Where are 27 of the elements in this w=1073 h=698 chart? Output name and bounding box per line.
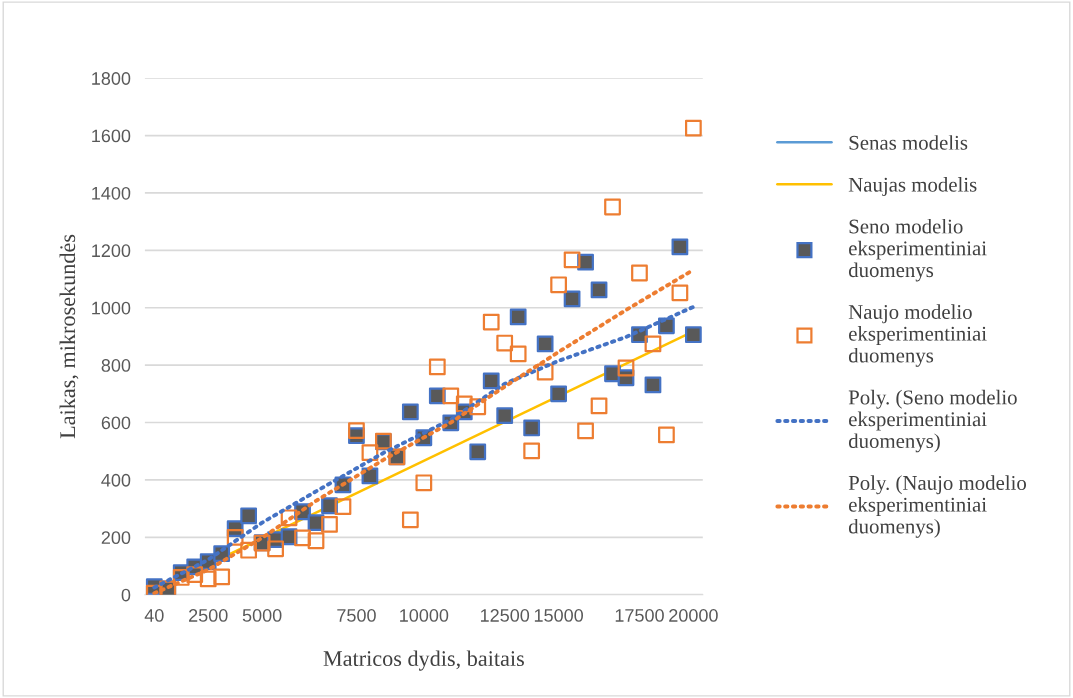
y-tick-label: 0 — [121, 588, 131, 602]
legend-label: Poly. (Seno modelio eksperimentiniai duomenys) — [848, 389, 1017, 453]
x-tick-label: 12500 — [480, 609, 530, 622]
x-tick-label: 40 — [144, 609, 164, 622]
y-tick-label: 400 — [101, 473, 131, 487]
y-tick-label: 800 — [101, 359, 131, 372]
y-tick-label: 200 — [101, 531, 131, 545]
y-tick-label: 1000 — [92, 301, 131, 315]
y-tick-label: 600 — [101, 416, 131, 430]
x-tick-label: 5000 — [242, 609, 282, 622]
legend-label: Seno modelio eksperimentiniai duomenys — [848, 218, 987, 282]
x-tick-label: 20000 — [669, 609, 718, 622]
y-tick-label: 1200 — [92, 244, 131, 258]
x-tick-label: 17500 — [615, 609, 664, 622]
x-tick-label: 15000 — [534, 609, 584, 622]
legend-label: Naujo modelio eksperimentiniai duomenys — [848, 304, 987, 367]
x-axis-title: Matricos dydis, baitais — [323, 650, 524, 671]
legend-label: Poly. (Naujo modelio eksperimentiniai duomenys) — [848, 475, 1027, 538]
x-tick-label: 10000 — [400, 609, 449, 622]
legend-label: Naujas modelis — [848, 177, 977, 196]
y-axis-title: Laikas, mikrosekundės — [59, 234, 79, 439]
legend-label: Senas modelis — [849, 135, 968, 150]
x-tick-label: 2500 — [189, 609, 228, 622]
y-tick-label: 1800 — [92, 72, 131, 85]
y-tick-label: 1400 — [92, 186, 131, 200]
y-tick-label: 1600 — [92, 129, 131, 143]
x-tick-label: 7500 — [337, 609, 376, 622]
